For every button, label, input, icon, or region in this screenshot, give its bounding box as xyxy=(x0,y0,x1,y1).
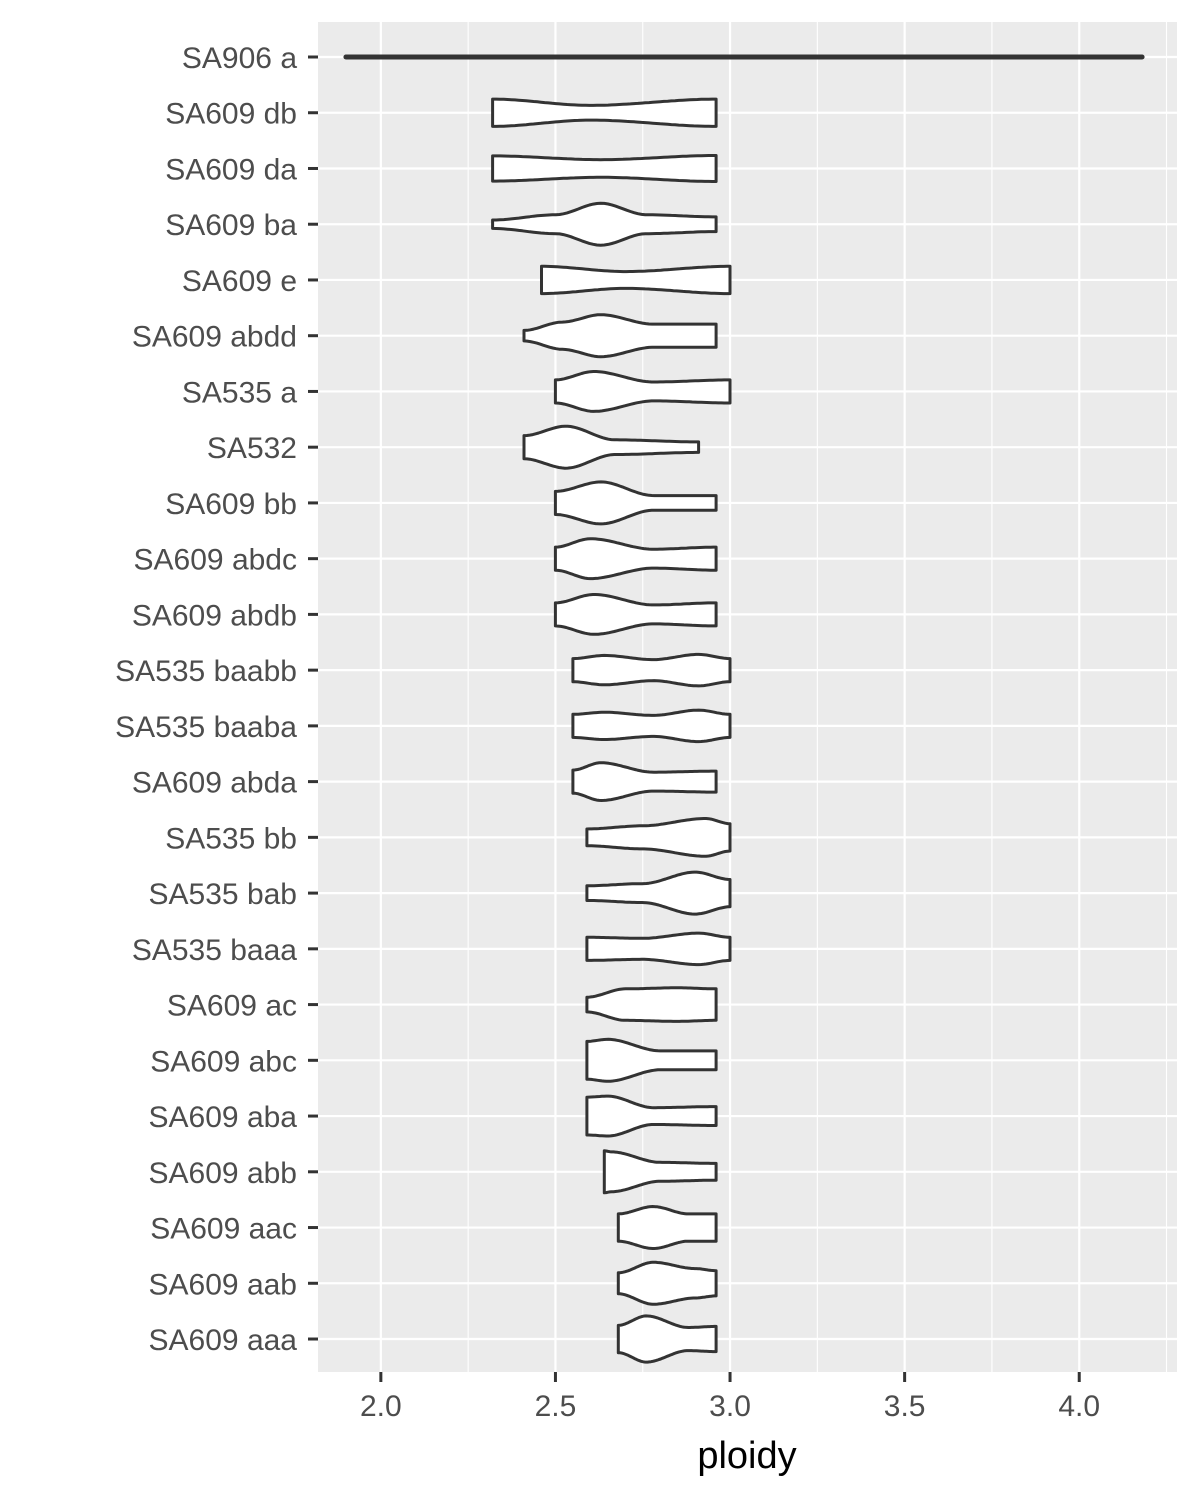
x-tick-label: 2.5 xyxy=(535,1390,577,1423)
violin-shape xyxy=(553,537,718,581)
x-tick-label: 3.5 xyxy=(884,1390,926,1423)
violin-shape xyxy=(616,1314,718,1364)
violin-shape xyxy=(491,97,718,128)
violin-shape xyxy=(602,1149,718,1195)
y-tick-label: SA609 ac xyxy=(167,990,297,1023)
y-tick-label: SA609 aac xyxy=(150,1213,297,1246)
y-tick-label: SA535 bab xyxy=(149,878,297,911)
violin-shape xyxy=(585,1094,718,1138)
violin-shape xyxy=(553,480,718,526)
violin-shape xyxy=(491,201,718,247)
y-tick-label: SA532 xyxy=(207,432,297,465)
violin-shape xyxy=(585,931,732,967)
violin-shape xyxy=(540,264,732,296)
y-tick-label: SA535 a xyxy=(182,376,297,409)
violin-shape xyxy=(571,652,732,688)
y-tick-label: SA609 abdb xyxy=(132,599,297,632)
x-tick-label: 4.0 xyxy=(1058,1390,1100,1423)
y-tick-label: SA609 aab xyxy=(149,1268,297,1301)
violin-shape xyxy=(616,1260,718,1306)
violin-shape xyxy=(616,1205,718,1250)
y-axis-ticks: SA906 a SA609 db SA609 da SA609 ba SA609 e SA… xyxy=(115,42,318,1357)
violin-shape xyxy=(585,986,718,1023)
violin-shape xyxy=(522,313,718,359)
y-tick-label: SA609 aaa xyxy=(149,1324,298,1357)
violin-shape xyxy=(491,154,718,183)
y-tick-label: SA535 baabb xyxy=(115,655,297,688)
violin-shape xyxy=(585,870,732,916)
y-tick-label: SA609 da xyxy=(165,153,297,186)
plot-panel xyxy=(318,22,1177,1372)
x-axis-ticks: 2.0 2.5 3.0 3.5 4.0 xyxy=(360,1372,1100,1423)
y-tick-label: SA609 abdd xyxy=(132,321,297,354)
y-tick-label: SA609 abda xyxy=(132,767,297,800)
y-tick-label: SA609 aba xyxy=(149,1101,298,1134)
violin-shape xyxy=(585,1037,718,1083)
x-tick-label: 2.0 xyxy=(360,1390,402,1423)
y-tick-label: SA535 baaba xyxy=(115,711,297,744)
y-tick-label: SA609 bb xyxy=(165,488,297,521)
violins xyxy=(343,54,1145,1364)
violin-shape xyxy=(571,761,718,802)
violin-shape xyxy=(522,424,701,470)
y-tick-label: SA609 abb xyxy=(149,1157,297,1190)
y-tick-label: SA906 a xyxy=(182,42,297,75)
violin-shape xyxy=(553,593,718,636)
y-tick-label: SA609 db xyxy=(165,98,297,131)
x-tick-label: 3.0 xyxy=(709,1390,751,1423)
y-tick-label: SA535 bb xyxy=(165,822,297,855)
y-tick-label: SA609 abc xyxy=(150,1045,297,1078)
violin-shape xyxy=(553,370,732,413)
y-tick-label: SA535 baaa xyxy=(132,934,297,967)
y-tick-label: SA609 ba xyxy=(165,209,297,242)
x-axis-title: ploidy xyxy=(697,1435,796,1477)
violin-shape xyxy=(571,708,732,744)
y-tick-label: SA609 e xyxy=(182,265,297,298)
y-tick-label: SA609 abdc xyxy=(134,544,297,577)
violin-shape xyxy=(585,817,732,858)
